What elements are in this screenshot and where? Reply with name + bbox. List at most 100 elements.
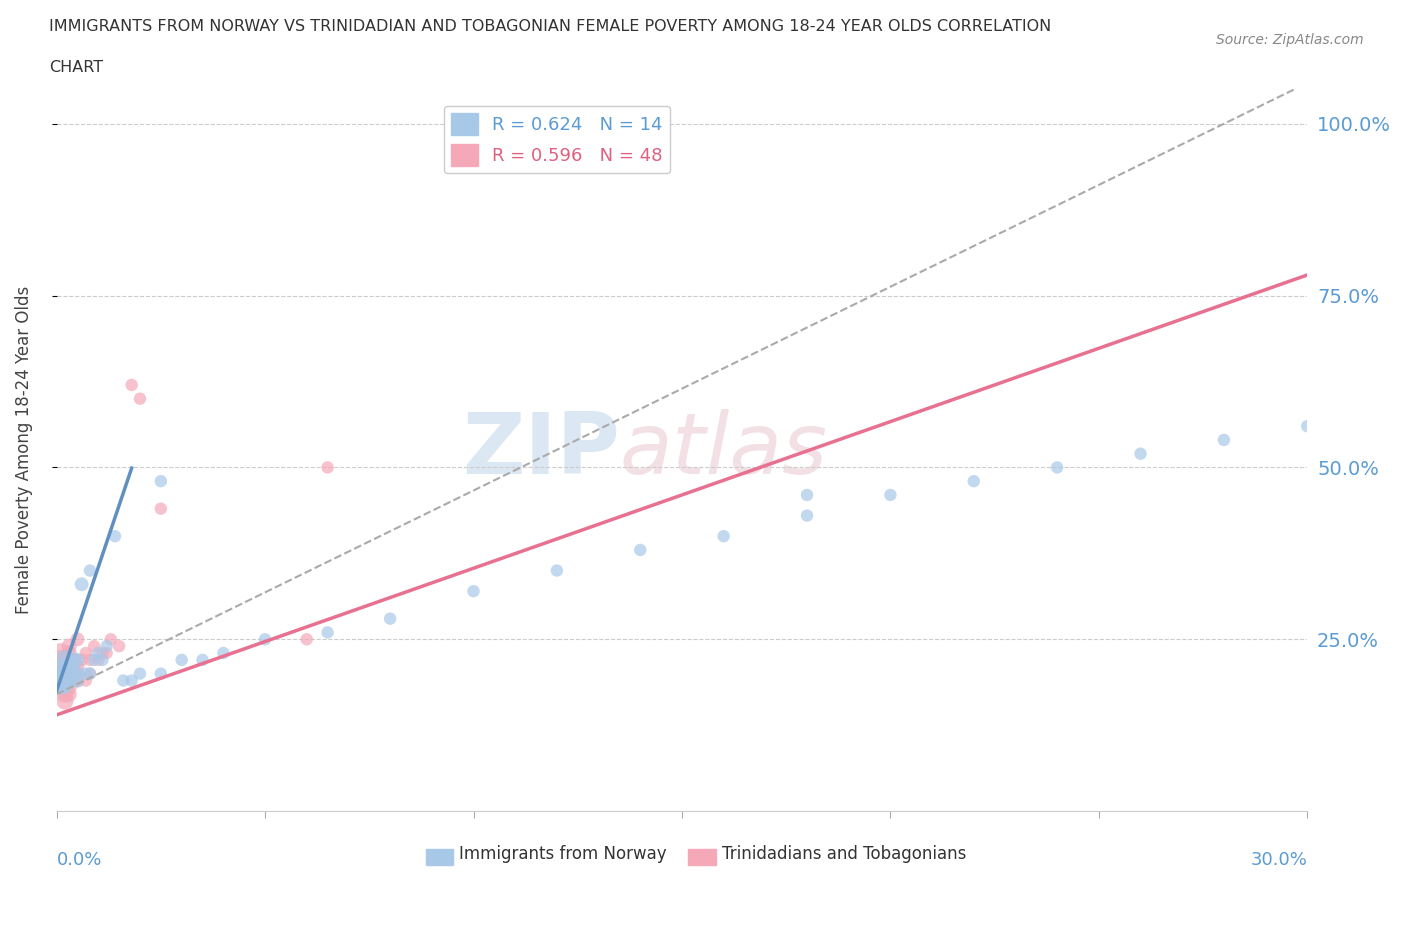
- Point: [83, 653, 105, 668]
- Text: ZIP: ZIP: [461, 409, 620, 492]
- Point: [75, 666, 97, 681]
- Point: [58, 659, 80, 674]
- Point: [609, 116, 631, 131]
- Legend: R = 0.624   N = 14, R = 0.596   N = 48: R = 0.624 N = 14, R = 0.596 N = 48: [444, 106, 671, 173]
- Point: [58, 680, 80, 695]
- Point: [121, 378, 143, 392]
- Point: [87, 653, 110, 668]
- Point: [62, 653, 84, 668]
- Point: [96, 645, 118, 660]
- Text: 30.0%: 30.0%: [1250, 851, 1308, 869]
- Point: [58, 666, 80, 681]
- Point: [295, 631, 318, 646]
- Point: [58, 666, 80, 681]
- Point: [49, 673, 72, 688]
- FancyBboxPatch shape: [688, 849, 716, 865]
- Point: [546, 116, 568, 131]
- Text: CHART: CHART: [49, 60, 103, 75]
- Point: [796, 487, 818, 502]
- Point: [91, 653, 114, 668]
- Point: [796, 508, 818, 523]
- Point: [53, 659, 76, 674]
- Point: [316, 460, 339, 475]
- Point: [1212, 432, 1234, 447]
- Point: [49, 673, 72, 688]
- Point: [58, 673, 80, 688]
- Point: [546, 563, 568, 578]
- Point: [1129, 446, 1152, 461]
- Text: Source: ZipAtlas.com: Source: ZipAtlas.com: [1216, 33, 1364, 46]
- Point: [170, 653, 193, 668]
- Point: [149, 666, 172, 681]
- Point: [212, 645, 235, 660]
- Point: [53, 694, 76, 709]
- Text: Immigrants from Norway: Immigrants from Norway: [460, 845, 666, 863]
- Point: [53, 687, 76, 702]
- Point: [70, 577, 93, 591]
- Point: [108, 639, 131, 654]
- Point: [53, 673, 76, 688]
- Point: [191, 653, 214, 668]
- Point: [58, 639, 80, 654]
- Point: [49, 673, 72, 688]
- Point: [149, 473, 172, 488]
- Text: atlas: atlas: [620, 409, 827, 492]
- Point: [100, 631, 122, 646]
- Point: [316, 625, 339, 640]
- Point: [963, 473, 986, 488]
- Point: [58, 645, 80, 660]
- Point: [53, 659, 76, 674]
- Point: [378, 611, 401, 626]
- Point: [53, 673, 76, 688]
- Point: [75, 673, 97, 688]
- Point: [463, 584, 485, 599]
- Point: [66, 666, 89, 681]
- Point: [66, 673, 89, 688]
- Point: [121, 673, 143, 688]
- Point: [628, 542, 651, 557]
- Point: [1296, 418, 1319, 433]
- Point: [58, 673, 80, 688]
- Point: [87, 645, 110, 660]
- Point: [49, 645, 72, 660]
- Point: [49, 653, 72, 668]
- Point: [129, 666, 152, 681]
- Point: [49, 666, 72, 681]
- Point: [1046, 460, 1069, 475]
- Text: Trinidadians and Tobagonians: Trinidadians and Tobagonians: [721, 845, 966, 863]
- Point: [53, 673, 76, 688]
- Point: [66, 673, 89, 688]
- Point: [66, 631, 89, 646]
- Point: [53, 666, 76, 681]
- Point: [79, 653, 101, 668]
- Point: [713, 529, 735, 544]
- Point: [66, 666, 89, 681]
- Point: [62, 666, 84, 681]
- Point: [79, 666, 101, 681]
- Point: [70, 653, 93, 668]
- Point: [91, 645, 114, 660]
- Point: [53, 673, 76, 688]
- Point: [96, 639, 118, 654]
- Point: [62, 659, 84, 674]
- Point: [83, 639, 105, 654]
- Point: [129, 392, 152, 406]
- Point: [49, 659, 72, 674]
- Point: [62, 666, 84, 681]
- Point: [58, 673, 80, 688]
- Point: [254, 631, 277, 646]
- Point: [112, 673, 135, 688]
- Point: [75, 645, 97, 660]
- Point: [53, 666, 76, 681]
- Point: [53, 653, 76, 668]
- FancyBboxPatch shape: [426, 849, 453, 865]
- Text: IMMIGRANTS FROM NORWAY VS TRINIDADIAN AND TOBAGONIAN FEMALE POVERTY AMONG 18-24 : IMMIGRANTS FROM NORWAY VS TRINIDADIAN AN…: [49, 19, 1052, 33]
- Point: [58, 653, 80, 668]
- Point: [53, 653, 76, 668]
- Point: [58, 659, 80, 674]
- Point: [79, 563, 101, 578]
- Point: [66, 659, 89, 674]
- Point: [104, 529, 127, 544]
- Point: [79, 666, 101, 681]
- Point: [62, 673, 84, 688]
